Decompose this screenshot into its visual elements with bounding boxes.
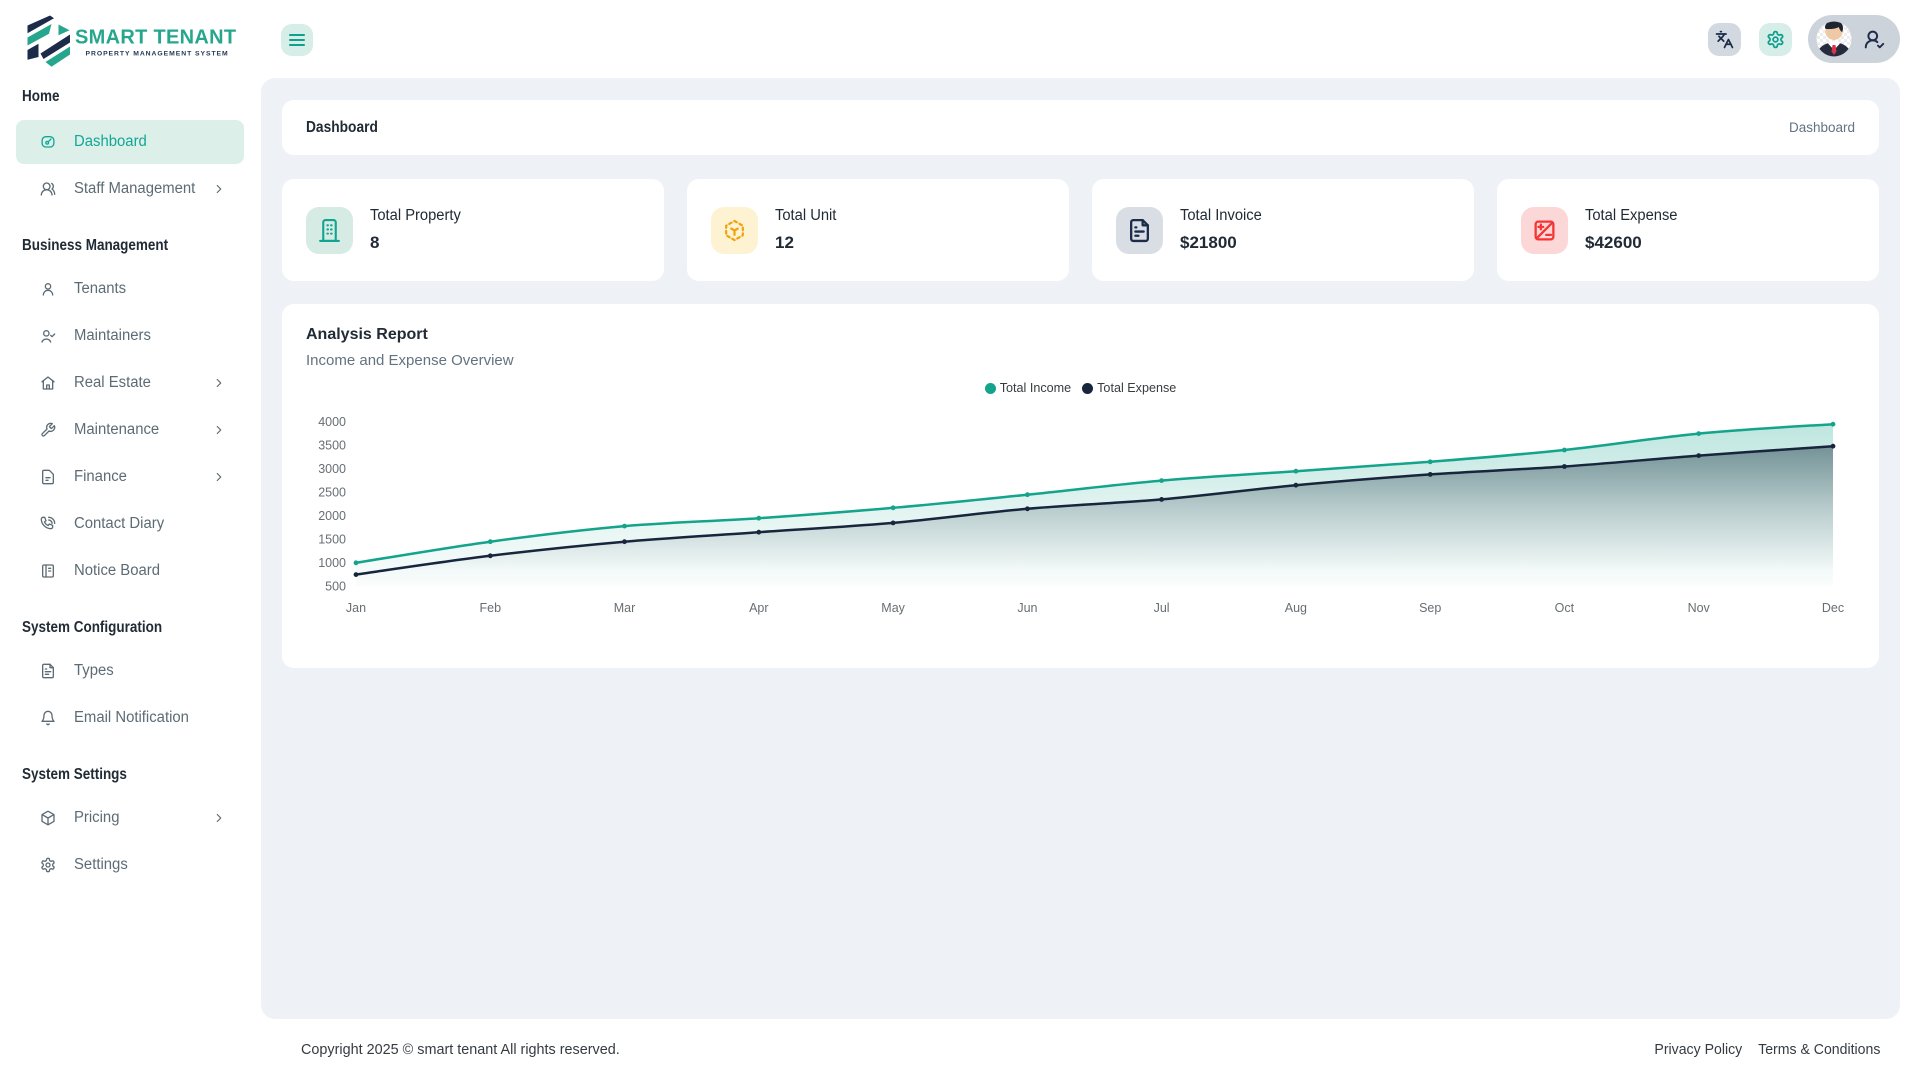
svg-text:May: May: [881, 601, 905, 615]
svg-text:Oct: Oct: [1555, 601, 1575, 615]
svg-text:Jul: Jul: [1154, 601, 1170, 615]
svg-text:SMART TENANT: SMART TENANT: [75, 27, 236, 49]
svg-text:Feb: Feb: [480, 601, 502, 615]
svg-text:2500: 2500: [318, 486, 346, 500]
svg-text:4000: 4000: [318, 415, 346, 429]
svg-text:Nov: Nov: [1688, 601, 1711, 615]
svg-text:Sep: Sep: [1419, 601, 1441, 615]
svg-text:1500: 1500: [318, 533, 346, 547]
svg-text:1000: 1000: [318, 556, 346, 570]
svg-text:Jan: Jan: [346, 601, 366, 615]
svg-text:3000: 3000: [318, 462, 346, 476]
svg-text:Dec: Dec: [1822, 601, 1844, 615]
svg-text:PROPERTY MANAGEMENT SYSTEM: PROPERTY MANAGEMENT SYSTEM: [86, 51, 229, 58]
svg-text:2000: 2000: [318, 509, 346, 523]
svg-text:Apr: Apr: [749, 601, 768, 615]
svg-text:500: 500: [325, 580, 346, 594]
svg-text:3500: 3500: [318, 439, 346, 453]
svg-text:Aug: Aug: [1285, 601, 1307, 615]
svg-text:Mar: Mar: [614, 601, 636, 615]
svg-text:Jun: Jun: [1017, 601, 1037, 615]
